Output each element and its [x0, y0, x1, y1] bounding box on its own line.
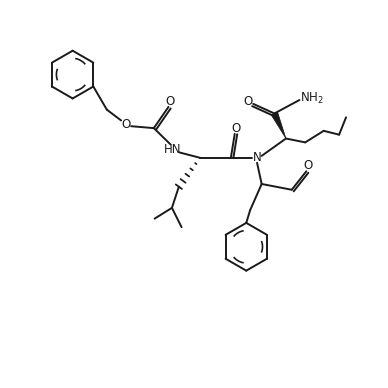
Text: O: O: [165, 95, 175, 107]
Text: NH$_2$: NH$_2$: [300, 91, 324, 106]
Polygon shape: [271, 112, 286, 139]
Text: N: N: [253, 151, 262, 164]
Text: O: O: [231, 121, 241, 135]
Text: O: O: [243, 95, 253, 108]
Text: HN: HN: [164, 143, 181, 156]
Text: O: O: [121, 118, 131, 131]
Text: O: O: [303, 159, 312, 172]
